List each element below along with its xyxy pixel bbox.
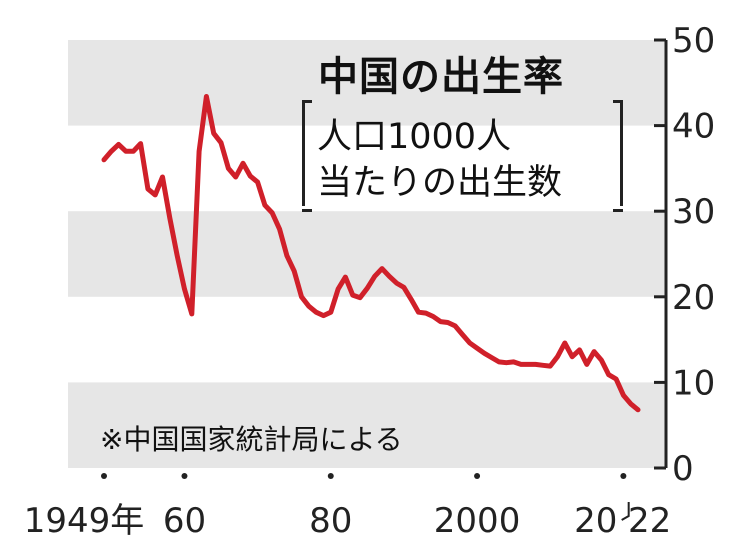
y-tick-label-10: 10: [672, 363, 715, 403]
x-tick-dot-1949: [101, 473, 107, 479]
band-40-50: [68, 40, 666, 126]
y-tick-labels: 0 10 20 30 40 50: [672, 21, 715, 489]
background-bands: [68, 40, 666, 468]
band-0-10: [68, 382, 666, 468]
y-axis: [654, 38, 668, 470]
y-tick-label-20: 20: [672, 278, 715, 318]
chart-subtitle: 人口1000人 当たりの出生数: [302, 100, 623, 212]
x-tick-dot-2020: [620, 473, 627, 479]
birth-rate-line: [101, 94, 641, 413]
x-tick-dot-2000: [474, 473, 481, 479]
y-tick-label-40: 40: [672, 107, 715, 147]
subtitle-line-2: 当たりの出生数: [317, 163, 563, 203]
x-tick-label-1960: 60: [163, 501, 206, 541]
x-tick-label-2020: 20: [574, 501, 617, 541]
x-tick-label-2000: 2000: [434, 501, 521, 541]
x-tick-labels: 1949年 60 80 2000 20 22: [24, 473, 671, 541]
y-tick-label-30: 30: [672, 192, 715, 232]
x-tick-dot-1960: [181, 473, 188, 479]
x-tick-label-2022: 22: [628, 501, 671, 541]
y-tick-label-0: 0: [672, 449, 694, 489]
subtitle-line-1: 人口1000人: [317, 117, 512, 157]
x-tick-dot-1980: [327, 473, 334, 479]
x-tick-label-1980: 80: [309, 501, 352, 541]
y-tick-label-50: 50: [672, 21, 715, 61]
band-20-30: [68, 211, 666, 297]
x-tick-bracket: [621, 502, 630, 521]
x-tick-label-1949: 1949年: [24, 501, 145, 541]
source-note: ※中国国家統計局による: [100, 423, 403, 456]
chart-title: 中国の出生率: [318, 54, 564, 100]
